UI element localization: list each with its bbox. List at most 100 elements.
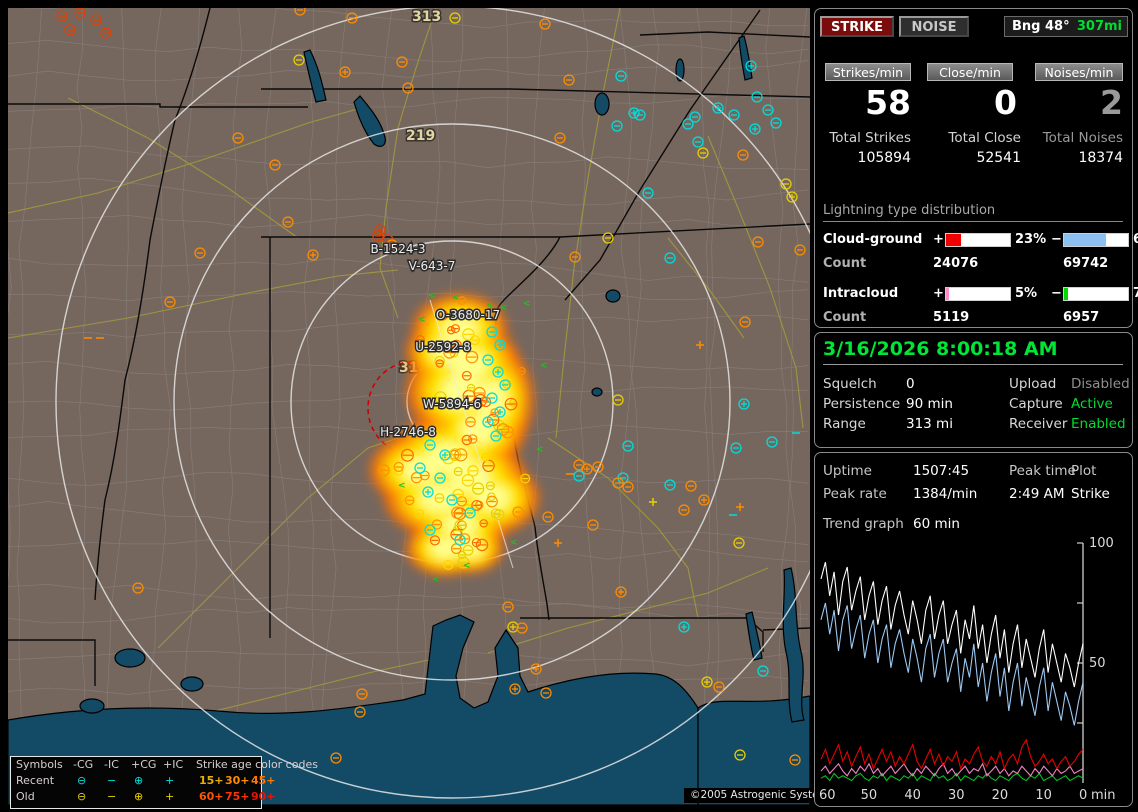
legend-symbol-glyph: ⊕	[134, 774, 144, 787]
noises-per-min-value: 2	[1100, 83, 1123, 122]
uptime-label: Uptime	[823, 463, 872, 479]
intracloud-count-row: Count 5119 6957	[823, 310, 1127, 325]
legend-recent-row: Recent ⊖ − ⊕ +15+ 30+ 45+	[11, 773, 276, 789]
cg-pos-percent: 23%	[1015, 232, 1047, 247]
svg-text:<: <	[463, 561, 471, 571]
y-tick-label: 50	[1089, 656, 1106, 671]
legend-symbols-label: Symbols	[16, 758, 63, 771]
strike-stats-panel: STRIKE NOISE Bng 48° 307mi Strikes/min C…	[814, 8, 1138, 328]
y-tick-label: 100	[1089, 537, 1114, 551]
legend-symbol-glyph: ⊕	[134, 790, 144, 803]
cg-minus-sign: −	[1051, 232, 1062, 247]
uptime-value: 1507:45	[913, 463, 970, 479]
ic-plus-sign: +	[933, 286, 944, 301]
range-ring-label: 313	[412, 9, 441, 25]
cloud-ground-row: Cloud-ground + 23% − 66%	[823, 232, 1138, 248]
ic-neg-percent: 7%	[1133, 286, 1138, 301]
upload-label: Upload	[1009, 376, 1057, 392]
storm-cell-label: W-5894-6	[423, 397, 481, 411]
svg-text:<: <	[523, 299, 531, 309]
cg-pos-bar	[945, 233, 1011, 247]
storm-cell-label: H-2746-8	[380, 425, 436, 439]
storm-cell-label: U-2592-8	[415, 340, 471, 354]
squelch-value: 0	[906, 376, 915, 392]
storm-cell-label: O-3680-17	[436, 308, 500, 322]
legend-old-row: Old ⊖ − ⊕ +60+ 75+ 90+	[11, 789, 276, 805]
trend-series-intracloud-neg	[820, 772, 1084, 782]
close-per-min-value: 0	[994, 83, 1017, 122]
trend-graph-window: 60 min	[913, 516, 960, 532]
status-panel: 3/16/2026 8:00:18 AM Squelch 0 Upload Di…	[814, 332, 1133, 448]
storm-strike-texture	[377, 296, 531, 570]
squelch-row: Squelch 0 Upload Disabled	[823, 376, 1130, 393]
squelch-label: Squelch	[823, 376, 877, 392]
copyright-notice: ©2005 Astrogenic Systems	[684, 788, 841, 803]
ic-neg-bar	[1063, 287, 1129, 301]
cg-pos-count: 24076	[933, 256, 979, 271]
peak-time-label: Peak time	[1009, 463, 1076, 479]
lightning-map[interactable]: 313 219 31 < < < < < < < < < < < < B-1524-3 V-643-7 O-368…	[8, 8, 841, 809]
legend-age-code: 45+	[251, 774, 276, 787]
legend-age-code: 15+	[199, 774, 224, 787]
trend-series-cloud-ground-pos	[820, 738, 1084, 771]
close-per-min-chip: Close/min	[927, 63, 1013, 81]
peak-time-value: 2:49 AM	[1009, 486, 1065, 502]
total-noises-label: Total Noises	[1042, 130, 1123, 146]
x-tick-label: 60	[819, 788, 836, 803]
distribution-title: Lightning type distribution	[823, 203, 1123, 222]
svg-text:<: <	[432, 575, 440, 585]
peak-rate-label: Peak rate	[823, 486, 887, 502]
svg-text:<: <	[536, 445, 544, 455]
persistence-label: Persistence	[823, 396, 901, 412]
ic-minus-sign: −	[1051, 286, 1062, 301]
legend-header-row: Symbols -CG -IC +CG +IC Strike age color…	[11, 757, 318, 773]
noise-mode-button[interactable]: NOISE	[899, 16, 969, 37]
roads	[8, 8, 804, 751]
legend-neg-cg-label: -CG	[73, 758, 94, 771]
svg-text:<: <	[500, 303, 508, 313]
trend-graph-label: Trend graph	[823, 516, 904, 532]
bearing-value: Bng 48°	[1012, 19, 1070, 34]
strike-mode-button[interactable]: STRIKE	[820, 16, 894, 37]
svg-text:<: <	[540, 361, 548, 371]
cg-neg-count: 69742	[1063, 256, 1109, 271]
legend-symbol-glyph: ⊖	[77, 790, 87, 803]
legend-age-code: 30+	[225, 774, 250, 787]
intracloud-row: Intracloud + 5% − 7%	[823, 286, 1138, 302]
ic-pos-bar	[945, 287, 1011, 301]
current-datetime: 3/16/2026 8:00:18 AM	[823, 338, 1123, 365]
capture-status: Active	[1071, 396, 1113, 412]
trend-series-cloud-ground-neg	[820, 602, 1084, 726]
cg-neg-percent: 66%	[1133, 232, 1138, 247]
legend-old-label: Old	[16, 790, 35, 803]
x-tick-label: 0	[1079, 788, 1087, 803]
legend-neg-ic-label: -IC	[104, 758, 119, 771]
cg-plus-sign: +	[933, 232, 944, 247]
legend-pos-ic-label: +IC	[163, 758, 184, 771]
ic-neg-count: 6957	[1063, 310, 1100, 325]
total-strikes-value: 105894	[857, 150, 911, 166]
trend-panel: Uptime 1507:45 Peak time Plot Peak rate …	[814, 452, 1133, 807]
legend-symbol-glyph: ⊖	[77, 774, 87, 787]
persistence-row: Persistence 90 min Capture Active	[823, 396, 1125, 413]
legend-symbol-glyph: −	[107, 774, 117, 787]
x-tick-label: 30	[948, 788, 965, 803]
svg-text:<: <	[486, 301, 494, 311]
svg-text:<: <	[418, 315, 426, 325]
noises-per-min-chip: Noises/min	[1035, 63, 1123, 81]
legend-symbol-glyph: +	[165, 774, 175, 787]
x-tick-label: 10	[1035, 788, 1052, 803]
legend-age-code: 90+	[251, 790, 276, 803]
ic-pos-percent: 5%	[1015, 286, 1038, 301]
state-borders	[8, 8, 810, 686]
storm-cell-label: V-643-7	[409, 259, 456, 273]
total-noises-value: 18374	[1078, 150, 1123, 166]
svg-text:<: <	[452, 293, 460, 303]
cell-direction-marks: < < < < < < < < < < < <	[398, 291, 548, 585]
legend-age-code: 75+	[225, 790, 250, 803]
x-tick-label: 50	[861, 788, 878, 803]
trend-series-total-strikes	[820, 562, 1084, 688]
capture-label: Capture	[1009, 396, 1063, 412]
upload-status: Disabled	[1071, 376, 1130, 392]
